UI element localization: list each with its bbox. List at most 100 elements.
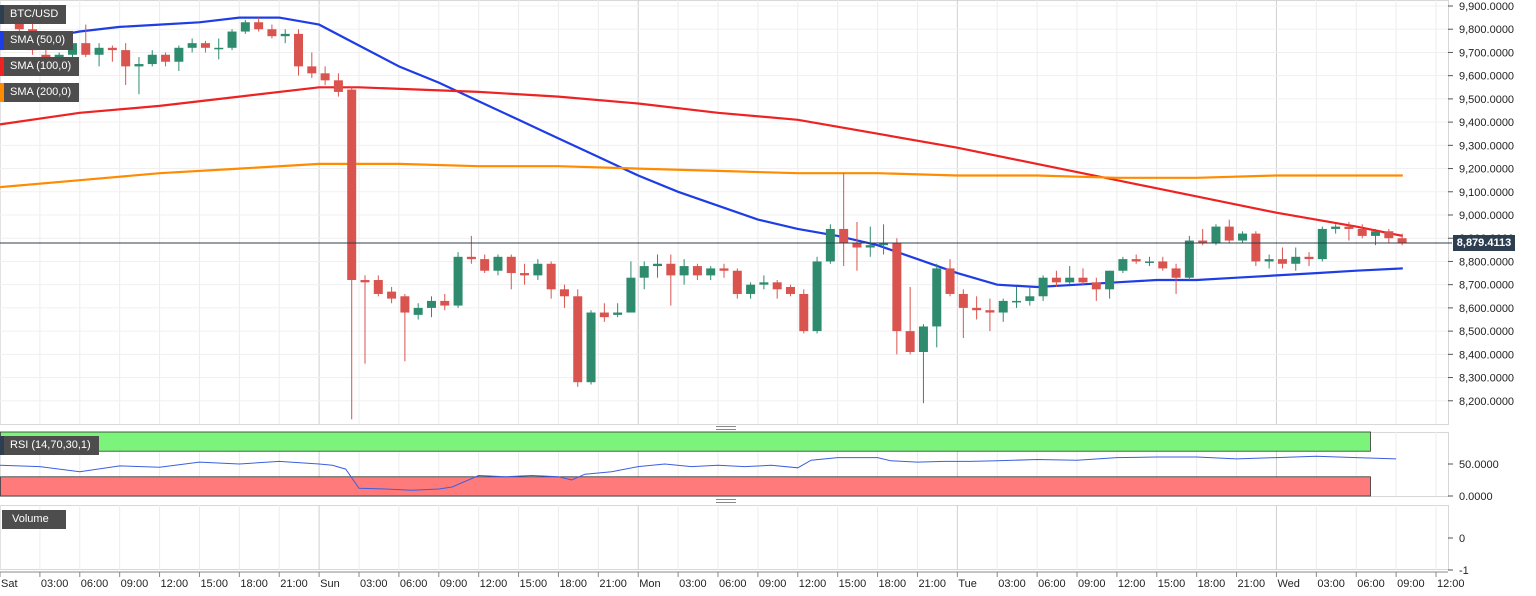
current-price-value: 8,879.4113 (1456, 237, 1512, 249)
sma50-label: SMA (50,0) (10, 34, 66, 46)
candle-bear (161, 54, 171, 62)
price-axis-label: 8,700.0000 (1459, 280, 1514, 292)
candle-bull (1065, 277, 1075, 283)
price-axis-label: 9,500.0000 (1459, 94, 1514, 106)
candle-bull (1238, 233, 1248, 241)
candle-bull (865, 245, 875, 248)
time-axis-label: 03:00 (41, 578, 69, 590)
candle-bear (520, 273, 530, 276)
time-axis-label: 06:00 (400, 578, 428, 590)
time-axis-label: 09:00 (1078, 578, 1106, 590)
time-axis-label: 03:00 (998, 578, 1026, 590)
candle-bear (985, 310, 995, 313)
candle-bull (134, 64, 144, 67)
rsi-legend[interactable]: RSI (14,70,30,1) (0, 436, 99, 455)
candle-bear (440, 300, 450, 306)
sma100-label: SMA (100,0) (10, 60, 72, 72)
price-axis-label: 9,200.0000 (1459, 164, 1514, 176)
candle-bull (626, 277, 636, 313)
candle-bear (958, 293, 968, 308)
candle-bear (466, 256, 476, 260)
rsi-swatch (0, 436, 4, 455)
time-axis-label: 06:00 (1357, 578, 1385, 590)
candle-bull (94, 47, 104, 55)
candle-bull (533, 263, 543, 276)
time-axis-label: 12:00 (799, 578, 827, 590)
price-axis-label: 9,700.0000 (1459, 47, 1514, 59)
time-axis-label: 12:00 (480, 578, 508, 590)
candle-bear (387, 291, 397, 299)
volume-label: Volume (12, 513, 49, 525)
candle-bear (1198, 240, 1208, 243)
time-axis-label: Sun (320, 578, 340, 590)
candle-bear (254, 22, 264, 30)
candle-bear (852, 242, 862, 248)
time-axis-label: 06:00 (81, 578, 109, 590)
time-axis-label: 03:00 (1317, 578, 1345, 590)
sma50-legend[interactable]: SMA (50,0) (0, 31, 74, 50)
time-axis-label: 18:00 (879, 578, 907, 590)
candle-bear (1397, 238, 1407, 243)
candle-bear (905, 331, 915, 353)
candle-bear (200, 43, 210, 48)
time-axis-label: 21:00 (599, 578, 627, 590)
time-axis-label: 18:00 (1198, 578, 1226, 590)
candle-bear (1277, 259, 1287, 264)
candle-bull (1184, 240, 1194, 278)
time-axis-label: 12:00 (1437, 578, 1465, 590)
rsi-label: RSI (14,70,30,1) (10, 439, 91, 451)
candle-bull (280, 33, 290, 37)
sma200-swatch (0, 83, 4, 102)
candle-bear (1224, 226, 1234, 241)
candle-bull (147, 54, 157, 65)
candle-bull (825, 228, 835, 262)
candle-bull (998, 300, 1008, 313)
candle-bull (653, 263, 663, 267)
grid (0, 0, 1449, 570)
time-axis-label: 09:00 (440, 578, 468, 590)
sma100-line (0, 86, 1404, 237)
candle-bull (812, 261, 822, 332)
time-axis-label: 06:00 (1038, 578, 1066, 590)
price-axis-label: 8,200.0000 (1459, 396, 1514, 408)
candle-bear (1158, 261, 1168, 269)
candle-bull (453, 256, 463, 306)
candle-bear (772, 282, 782, 290)
sma200-label: SMA (200,0) (10, 86, 72, 98)
candle-bear (1171, 268, 1181, 278)
sma100-swatch (0, 57, 4, 76)
candle-bear (267, 29, 277, 37)
candle-bear (320, 73, 330, 81)
sma100-legend[interactable]: SMA (100,0) (0, 57, 80, 76)
candle-bull (706, 268, 716, 276)
volume-legend[interactable]: Volume (2, 510, 66, 529)
candle-bear (347, 89, 357, 281)
time-axis-label: 18:00 (240, 578, 268, 590)
candle-bear (945, 268, 955, 294)
candle-bull (1211, 226, 1221, 243)
symbol-swatch (0, 5, 4, 24)
rsi-axis-label: 0.0000 (1459, 491, 1493, 503)
candle-bear (1344, 226, 1354, 229)
time-axis-label: 03:00 (360, 578, 388, 590)
symbol-legend[interactable]: BTC/USD (0, 5, 67, 24)
candle-bull (240, 22, 250, 32)
candle-bear (1251, 233, 1261, 262)
rsi-panel[interactable] (0, 431, 1397, 497)
sma200-legend[interactable]: SMA (200,0) (0, 83, 80, 102)
time-axis-label: 15:00 (1158, 578, 1186, 590)
candle-bear (666, 263, 676, 276)
time-axis-label: Wed (1277, 578, 1299, 590)
candle-bull (932, 268, 942, 327)
candle-bull (1025, 296, 1035, 301)
candle-bull (1317, 228, 1327, 260)
candle-bear (1384, 231, 1394, 239)
candle-bear (1091, 282, 1101, 290)
candle-bear (692, 266, 702, 276)
candle-bull (1105, 270, 1115, 290)
price-axis-label: 9,400.0000 (1459, 117, 1514, 129)
sma50-line (0, 16, 1403, 289)
candle-bull (1264, 259, 1274, 262)
candle-bull (1144, 261, 1154, 263)
